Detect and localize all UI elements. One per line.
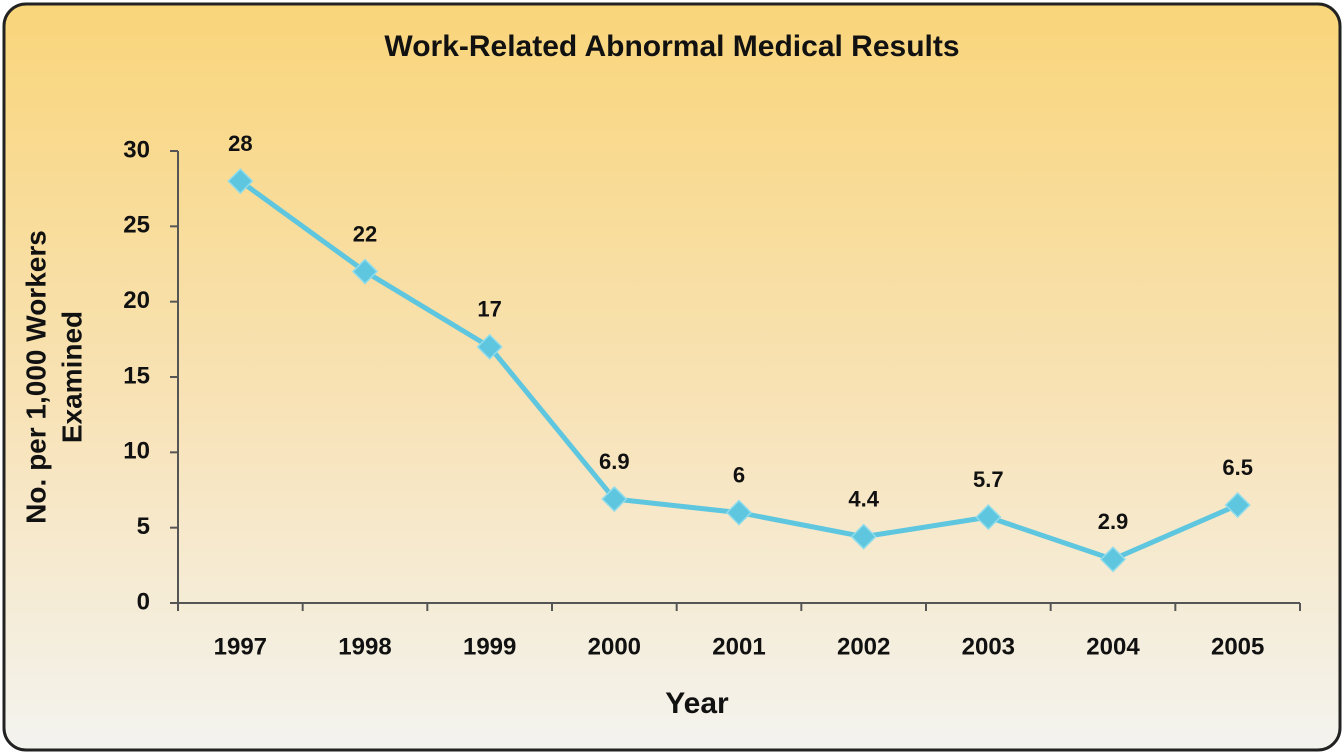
y-tick-label: 30 — [123, 136, 150, 163]
data-marker — [725, 499, 753, 526]
data-marker — [850, 523, 877, 550]
x-tick-label: 2005 — [1211, 633, 1264, 660]
x-axis-label: Year — [665, 687, 729, 720]
y-axis-label-line: No. per 1,000 Workers — [20, 230, 51, 524]
data-label: 4.4 — [848, 487, 879, 512]
data-label: 6 — [733, 462, 745, 487]
data-marker — [351, 258, 379, 285]
x-tick-label: 2004 — [1086, 633, 1140, 660]
y-tick-label: 10 — [123, 438, 150, 465]
x-tick-label: 1999 — [463, 633, 516, 660]
x-tick-label: 1997 — [214, 633, 267, 660]
data-label: 2.9 — [1098, 509, 1129, 534]
data-label: 6.9 — [599, 449, 630, 474]
data-label: 22 — [353, 221, 377, 246]
data-marker — [1099, 546, 1127, 573]
x-tick-label: 2003 — [962, 633, 1015, 660]
data-marker — [227, 168, 254, 195]
y-tick-label: 15 — [123, 362, 150, 389]
data-label: 6.5 — [1222, 455, 1253, 480]
x-tick-label: 2000 — [588, 633, 641, 660]
y-tick-label: 0 — [137, 588, 150, 615]
data-marker — [1224, 492, 1251, 519]
y-axis-label: No. per 1,000 Workers Examined — [20, 230, 87, 524]
y-tick-label: 5 — [137, 513, 150, 540]
data-marker — [601, 485, 628, 513]
y-tick-label: 20 — [123, 287, 150, 314]
y-tick-label: 25 — [123, 212, 150, 239]
data-label: 17 — [477, 297, 501, 322]
chart-title: Work-Related Abnormal Medical Results — [384, 30, 959, 63]
x-tick-label: 2001 — [712, 633, 765, 660]
data-label: 28 — [228, 131, 252, 156]
x-tick-label: 2002 — [837, 633, 890, 660]
data-label: 5.7 — [973, 467, 1004, 492]
y-axis-label-line: Examined — [56, 311, 87, 443]
x-tick-label: 1998 — [338, 633, 391, 660]
data-marker — [476, 333, 503, 360]
data-marker — [975, 504, 1002, 531]
